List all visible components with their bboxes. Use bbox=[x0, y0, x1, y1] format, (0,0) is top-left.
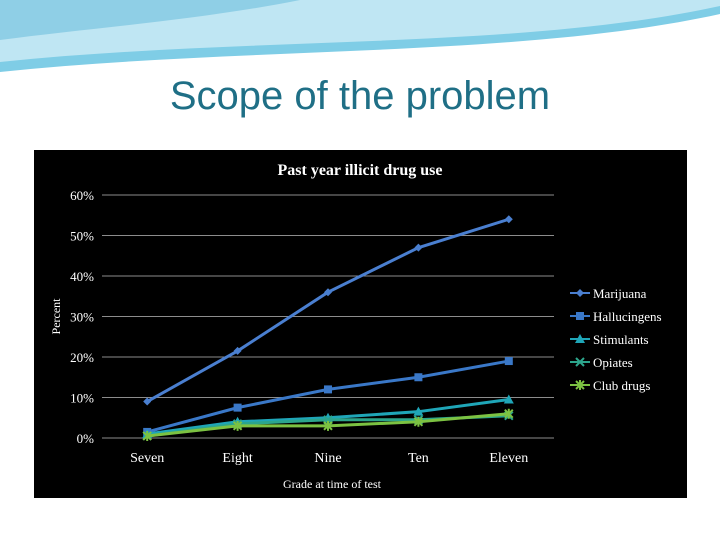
x-tick-label: Eleven bbox=[489, 451, 528, 466]
legend-label: Stimulants bbox=[593, 332, 649, 347]
slide-header-decoration bbox=[0, 0, 720, 72]
legend-marker bbox=[576, 312, 584, 320]
y-axis-label: Percent bbox=[49, 298, 63, 335]
legend-label: Hallucingens bbox=[593, 309, 662, 324]
data-point bbox=[504, 215, 513, 224]
legend-item: Opiates bbox=[570, 355, 633, 370]
data-point bbox=[324, 288, 332, 297]
legend-label: Club drugs bbox=[593, 378, 650, 393]
y-tick-label: 40% bbox=[70, 269, 94, 284]
legend-item: Marijuana bbox=[570, 286, 647, 301]
slide-title: Scope of the problem bbox=[169, 74, 551, 118]
y-tick-label: 50% bbox=[70, 229, 94, 244]
y-tick-label: 20% bbox=[70, 350, 94, 365]
x-tick-label: Ten bbox=[408, 451, 429, 466]
y-tick-label: 10% bbox=[70, 391, 94, 406]
legend-label: Opiates bbox=[593, 355, 633, 370]
legend-item: Hallucingens bbox=[570, 309, 662, 324]
legend-marker bbox=[575, 380, 585, 390]
data-point bbox=[503, 394, 514, 404]
series-marijuana bbox=[143, 215, 513, 406]
data-point bbox=[414, 243, 423, 252]
data-point bbox=[142, 430, 152, 441]
x-tick-label: Nine bbox=[314, 451, 341, 466]
data-point bbox=[233, 403, 242, 412]
line-chart: Past year illicit drug use 0% 10% 20% 30% 40%… bbox=[49, 162, 662, 491]
chart-title: Past year illicit drug use bbox=[277, 162, 442, 179]
legend-item: Club drugs bbox=[570, 378, 650, 393]
data-point bbox=[413, 406, 424, 416]
legend-label: Marijuana bbox=[593, 286, 647, 301]
data-point bbox=[504, 408, 514, 419]
y-tick-label: 60% bbox=[70, 188, 94, 203]
legend-marker bbox=[575, 334, 585, 343]
legend-marker bbox=[576, 289, 584, 297]
data-point bbox=[323, 420, 333, 431]
data-point bbox=[324, 385, 332, 394]
data-point bbox=[504, 357, 513, 366]
series-club-drugs bbox=[142, 408, 514, 441]
legend-item: Stimulants bbox=[570, 332, 649, 347]
header-wave-mid bbox=[0, 6, 720, 72]
x-axis-label: Grade at time of test bbox=[283, 477, 382, 491]
data-point bbox=[232, 420, 243, 431]
data-point bbox=[414, 373, 423, 382]
y-tick-label: 30% bbox=[70, 310, 94, 325]
header-wave-dark bbox=[0, 0, 300, 40]
data-point bbox=[233, 346, 242, 355]
chart-panel: Past year illicit drug use 0% 10% 20% 30% 40%… bbox=[34, 150, 687, 498]
data-point bbox=[143, 397, 152, 406]
legend-marker bbox=[575, 357, 585, 367]
data-point bbox=[413, 416, 424, 427]
series-line bbox=[146, 217, 510, 403]
x-tick-label: Eight bbox=[222, 451, 252, 466]
y-tick-label: 0% bbox=[77, 431, 95, 446]
x-tick-label: Seven bbox=[130, 451, 164, 466]
